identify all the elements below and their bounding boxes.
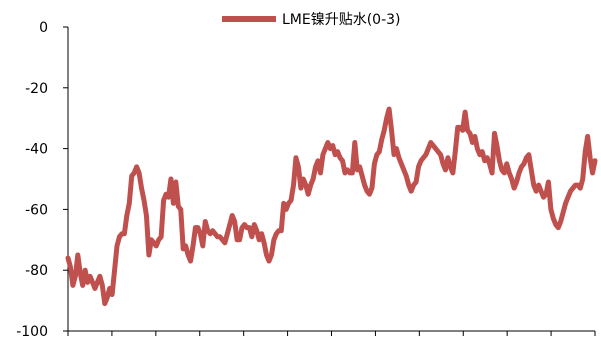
axes: 0 -20 -40 -60 -80 -100 (16, 20, 596, 340)
y-tick-label: -80 (25, 263, 48, 279)
y-tick-label: -60 (25, 202, 48, 218)
plot-area (65, 106, 598, 307)
y-tick-label: -20 (25, 81, 48, 97)
y-tick-label: 0 (39, 20, 48, 36)
series-line (65, 106, 598, 307)
y-tick-label: -100 (16, 324, 48, 340)
legend: LME镍升贴水(0-3) (222, 12, 401, 28)
y-tick-label: -40 (25, 142, 48, 158)
legend-label: LME镍升贴水(0-3) (282, 12, 401, 28)
